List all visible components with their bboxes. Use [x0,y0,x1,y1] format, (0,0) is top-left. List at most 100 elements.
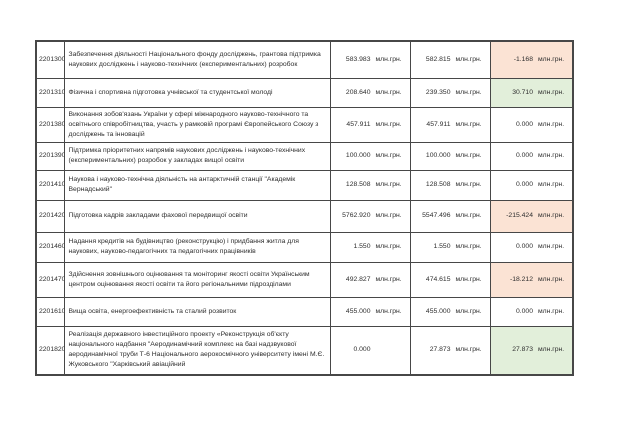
program-description-cell: Підготовка кадрів закладами фахової пере… [63,199,331,233]
amount-first-value: 455.000 [345,307,371,315]
difference-cell: 0.000 млн.грн. [489,106,574,143]
amount-first-value: 0.000 [353,346,371,354]
amount-first-unit: млн.грн. [375,181,402,188]
amount-first: 0.000 [333,345,405,355]
amount-second: 455.000 млн.грн. [413,307,485,317]
difference-unit: млн.грн. [538,243,565,250]
amount-first-unit: млн.грн. [375,152,402,159]
amount-first-value: 208.640 [345,88,371,96]
amount-second: 128.508 млн.грн. [413,180,485,190]
amount-second: 100.000 млн.грн. [413,151,485,161]
difference-unit: млн.грн. [538,152,565,159]
amount-first: 455.000 млн.грн. [333,307,405,317]
amount-first: 100.000 млн.грн. [333,151,405,161]
program-description-cell: Вища освіта, енергоефективність та стали… [63,296,331,327]
difference: 0.000 млн.грн. [493,180,568,190]
amount-first-unit: млн.грн. [375,55,402,63]
amount-second-cell: 455.000 млн.грн. [409,296,491,327]
program-description-cell: Надання кредитів на будівництво (реконст… [63,231,331,263]
table-row: 2201390 Підтримка пріоритетних напрямів … [35,141,574,171]
difference-unit: млн.грн. [538,120,565,128]
table-row: 2201300 Забезпечення діяльності Націонал… [35,40,574,79]
amount-second-unit: млн.грн. [455,181,482,188]
program-code-cell: 2201300 [35,40,65,79]
difference-cell: 0.000 млн.грн. [489,141,574,171]
amount-first-unit: млн.грн. [375,243,402,250]
amount-second-unit: млн.грн. [455,243,482,250]
amount-first: 208.640 млн.грн. [333,88,405,98]
amount-second: 1.550 млн.грн. [413,242,485,252]
amount-first: 1.550 млн.грн. [333,242,405,252]
amount-second-cell: 27.873 млн.грн. [409,325,491,376]
amount-first-value: 583.983 [345,55,371,63]
table-body: 2201300 Забезпечення діяльності Націонал… [35,40,574,376]
amount-second-value: 457.911 [426,120,451,128]
amount-second-cell: 474.615 млн.грн. [409,261,491,298]
table-row: 2201610 Вища освіта, енергоефективність … [35,296,574,327]
amount-first: 457.911 млн.грн. [333,120,405,130]
amount-second-cell: 582.815 млн.грн. [409,40,491,79]
amount-second-cell: 1.550 млн.грн. [409,231,491,263]
amount-first-cell: 5762.920 млн.грн. [329,199,411,233]
program-code-cell: 2201470 [35,261,65,298]
table-row: 2201310 Фізична і спортивна підготовка у… [35,77,574,108]
program-code-cell: 2201820 [35,325,65,376]
amount-first-unit: млн.грн. [375,307,402,315]
table-row: 2201470 Здійснення зовнішнього оцінюванн… [35,261,574,298]
amount-first-cell: 208.640 млн.грн. [329,77,411,108]
program-description-cell: Здійснення зовнішнього оцінювання та мон… [63,261,331,298]
amount-second-value: 128.508 [425,181,451,188]
program-code-cell: 2201420 [35,199,65,233]
program-description-cell: Фізична і спортивна підготовка учнівсько… [63,77,331,108]
table-row: 2201460 Надання кредитів на будівництво … [35,231,574,263]
difference-cell: 30.710 млн.грн. [489,77,574,108]
difference-unit: млн.грн. [538,212,565,219]
amount-second-value: 5547.496 [422,212,451,219]
difference-cell: 27.873 млн.грн. [489,325,574,376]
amount-first-cell: 0.000 [329,325,411,376]
table-row: 2201420 Підготовка кадрів закладами фахо… [35,199,574,233]
difference-value: 0.000 [515,307,533,315]
amount-second-unit: млн.грн. [455,55,482,63]
amount-second-cell: 128.508 млн.грн. [409,169,491,201]
difference-value: -18.212 [509,275,533,283]
difference-cell: 0.000 млн.грн. [489,169,574,201]
amount-second-unit: млн.грн. [455,346,482,354]
difference-value: -1.168 [513,55,533,63]
table-row: 2201380 Виконання зобов'язань України у … [35,106,574,143]
amount-first-value: 457.911 [346,120,371,128]
amount-second-cell: 239.350 млн.грн. [409,77,491,108]
amount-first-value: 492.827 [345,275,371,283]
difference-value: 0.000 [515,243,533,250]
difference-value: 0.000 [515,152,533,159]
table-row: 2201410 Наукова і науково-технічна діяль… [35,169,574,201]
amount-second-value: 455.000 [425,307,451,315]
amount-second: 474.615 млн.грн. [413,275,485,285]
difference: 0.000 млн.грн. [493,242,568,252]
amount-first-cell: 100.000 млн.грн. [329,141,411,171]
program-code-cell: 2201460 [35,231,65,263]
difference: -18.212 млн.грн. [493,275,568,285]
amount-second-unit: млн.грн. [455,152,482,159]
amount-first: 128.508 млн.грн. [333,180,405,190]
amount-second-value: 582.815 [425,55,451,63]
difference-unit: млн.грн. [538,88,565,96]
difference-cell: 0.000 млн.грн. [489,231,574,263]
amount-second-value: 1.550 [433,243,451,250]
amount-first-value: 100.000 [345,152,371,159]
program-code-cell: 2201410 [35,169,65,201]
amount-second: 239.350 млн.грн. [413,88,485,98]
amount-second-cell: 457.911 млн.грн. [409,106,491,143]
amount-second-unit: млн.грн. [455,275,482,283]
amount-second: 27.873 млн.грн. [413,345,485,355]
difference: 27.873 млн.грн. [493,345,568,355]
amount-first-unit: млн.грн. [375,120,402,128]
amount-second: 457.911 млн.грн. [413,120,485,130]
amount-first-cell: 457.911 млн.грн. [329,106,411,143]
program-code-cell: 2201390 [35,141,65,171]
difference-value: 30.710 [512,88,533,96]
difference: 0.000 млн.грн. [493,151,568,161]
amount-first: 5762.920 млн.грн. [333,211,405,221]
amount-second-unit: млн.грн. [455,307,482,315]
